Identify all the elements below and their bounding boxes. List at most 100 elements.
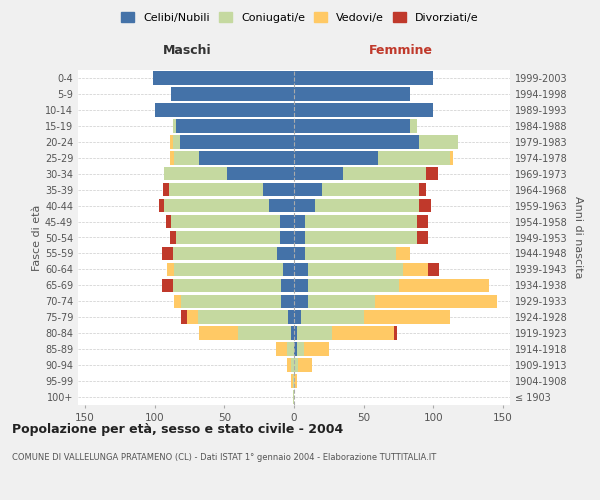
Legend: Celibi/Nubili, Coniugati/e, Vedovi/e, Divorziati/e: Celibi/Nubili, Coniugati/e, Vedovi/e, Di… [117,8,483,28]
Bar [377,151,450,164]
Bar [403,262,428,276]
Bar [294,342,297,356]
Bar [343,167,427,180]
Bar [305,215,416,228]
Bar [294,374,297,388]
Bar [294,358,298,372]
Bar [308,278,398,292]
Bar [364,310,450,324]
Bar [396,246,410,260]
Text: Maschi: Maschi [163,44,211,57]
Bar [164,199,269,212]
Bar [238,326,291,340]
Bar [280,230,294,244]
Bar [305,246,396,260]
Bar [181,294,281,308]
Bar [263,183,294,196]
Bar [291,374,293,388]
Bar [155,103,294,117]
Bar [170,230,176,244]
Bar [416,230,428,244]
Text: Femmine: Femmine [370,44,433,57]
Bar [294,135,419,148]
Bar [297,326,332,340]
Bar [173,135,180,148]
Bar [170,151,174,164]
Bar [375,294,497,308]
Bar [410,119,416,132]
Bar [293,390,294,404]
Bar [169,183,263,196]
Bar [294,230,305,244]
Bar [419,199,431,212]
Bar [173,246,277,260]
Text: Popolazione per età, sesso e stato civile - 2004: Popolazione per età, sesso e stato civil… [12,422,343,436]
Bar [294,326,297,340]
Bar [161,278,173,292]
Y-axis label: Fasce di età: Fasce di età [32,204,42,270]
Bar [176,119,294,132]
Bar [294,103,433,117]
Bar [294,167,343,180]
Bar [294,246,305,260]
Bar [174,262,283,276]
Bar [294,119,410,132]
Bar [180,135,294,148]
Bar [164,167,227,180]
Bar [277,246,294,260]
Bar [199,151,294,164]
Bar [174,294,181,308]
Bar [281,294,294,308]
Bar [167,262,174,276]
Bar [450,151,453,164]
Bar [280,215,294,228]
Bar [398,278,489,292]
Bar [153,71,294,85]
Bar [419,135,458,148]
Bar [283,262,294,276]
Bar [199,326,238,340]
Bar [322,183,419,196]
Bar [170,135,173,148]
Bar [294,71,433,85]
Bar [269,199,294,212]
Bar [294,183,322,196]
Bar [159,199,164,212]
Bar [287,342,294,356]
Bar [187,310,198,324]
Bar [427,167,437,180]
Bar [294,87,410,101]
Bar [173,119,176,132]
Bar [173,278,281,292]
Bar [305,230,416,244]
Bar [289,310,294,324]
Bar [315,199,419,212]
Bar [294,151,377,164]
Bar [304,342,329,356]
Text: COMUNE DI VALLELUNGA PRATAMENO (CL) - Dati ISTAT 1° gennaio 2004 - Elaborazione : COMUNE DI VALLELUNGA PRATAMENO (CL) - Da… [12,452,436,462]
Bar [291,358,294,372]
Bar [227,167,294,180]
Bar [281,278,294,292]
Bar [176,230,280,244]
Bar [294,278,308,292]
Bar [294,262,308,276]
Bar [297,342,304,356]
Bar [301,310,364,324]
Bar [294,310,301,324]
Bar [298,358,312,372]
Bar [181,310,187,324]
Bar [419,183,427,196]
Bar [294,294,308,308]
Bar [172,87,294,101]
Bar [287,358,291,372]
Bar [293,374,294,388]
Bar [428,262,439,276]
Bar [198,310,289,324]
Bar [308,262,403,276]
Y-axis label: Anni di nascita: Anni di nascita [573,196,583,279]
Bar [294,215,305,228]
Bar [161,246,173,260]
Bar [416,215,428,228]
Bar [163,183,169,196]
